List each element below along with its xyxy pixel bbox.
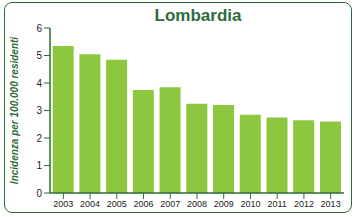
svg-text:2003: 2003 (53, 199, 73, 209)
svg-text:6: 6 (36, 23, 42, 34)
svg-text:3: 3 (36, 105, 42, 116)
svg-text:2009: 2009 (214, 199, 234, 209)
svg-text:2008: 2008 (187, 199, 207, 209)
svg-text:2006: 2006 (134, 199, 154, 209)
svg-text:2012: 2012 (294, 199, 314, 209)
svg-text:Incidenza per 100.000 resident: Incidenza per 100.000 residenti (9, 37, 20, 185)
svg-text:2007: 2007 (160, 199, 180, 209)
svg-text:2013: 2013 (321, 199, 341, 209)
svg-text:2010: 2010 (240, 199, 260, 209)
svg-text:2: 2 (36, 133, 42, 144)
svg-text:2011: 2011 (268, 199, 287, 209)
svg-text:1: 1 (36, 160, 42, 171)
svg-text:5: 5 (36, 50, 42, 61)
svg-text:2005: 2005 (107, 199, 127, 209)
svg-text:2004: 2004 (80, 199, 100, 209)
html-text:Lombardia: Lombardia (154, 6, 242, 25)
svg-text:4: 4 (36, 78, 42, 89)
svg-text:0: 0 (36, 188, 42, 199)
